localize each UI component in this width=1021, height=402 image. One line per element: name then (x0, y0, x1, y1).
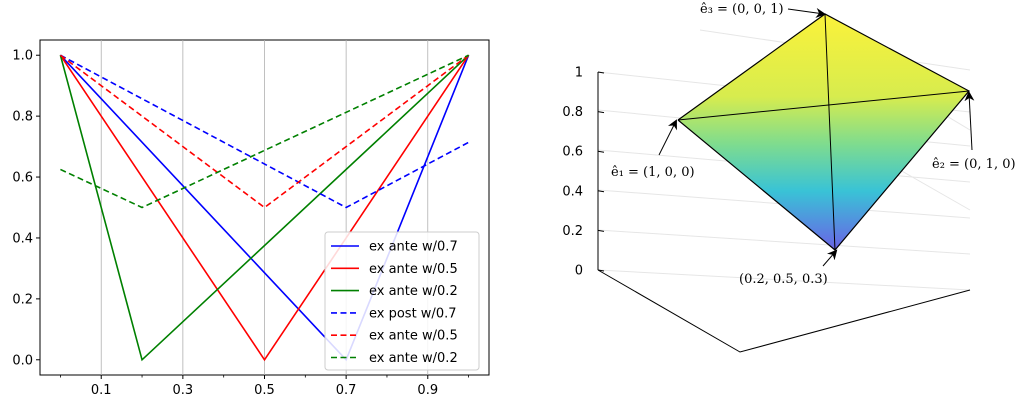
legend-label-2: ex ante w/0.5 (369, 262, 458, 277)
z-tick-mark (597, 71, 605, 74)
surface-diagonal-1 (824, 13, 836, 251)
x-tick-label: 0.9 (417, 383, 438, 398)
z-tick-label: 0.6 (562, 145, 583, 160)
x-tick-label: 0.3 (173, 383, 194, 398)
y-tick-label: 0.6 (12, 171, 33, 186)
label-e3: ê₃ = (0, 0, 1) (700, 2, 784, 17)
series-line-2 (59, 54, 470, 362)
z-tick-mark (597, 229, 605, 232)
surface-3d-chart: 0 0.2 0.4 0.6 0.8 1 ê₃ = (0, 0, 1) ê₁ = (1, 0… (562, 2, 1016, 353)
series-line-4 (60, 54, 469, 209)
simplex-surface (677, 13, 970, 251)
legend-label-3: ex ante w/0.2 (369, 284, 458, 299)
surface-face-right (825, 14, 969, 250)
legend-box (324, 231, 480, 371)
arrow-e3 (787, 7, 826, 18)
x-tick-label: 0.1 (91, 383, 112, 398)
annotations: ê₃ = (0, 0, 1) ê₁ = (1, 0, 0) ê₂ = (0, 1… (611, 2, 1016, 287)
y-tick-label: 0.2 (12, 292, 33, 307)
x-axis: 0.1 0.3 0.5 0.7 0.9 (60, 375, 469, 398)
y-tick-label: 0.0 (12, 353, 33, 368)
z-axis: 0 0.2 0.4 0.6 0.8 1 (562, 66, 605, 279)
series-line-3 (59, 54, 470, 362)
z-tick-label: 0 (575, 264, 583, 279)
z-tick-label: 0.2 (562, 224, 583, 239)
legend-label-1: ex ante w/0.7 (369, 240, 458, 255)
z-tick-mark (597, 111, 605, 114)
legend-label-6: ex ante w/0.2 (369, 351, 458, 366)
line-chart: 0.1 0.3 0.5 0.7 0.9 0.0 0.2 0.4 0.6 0.8 1.0 ex an… (12, 39, 490, 398)
arrow-point (822, 249, 838, 267)
series-line-6 (60, 54, 469, 209)
legend: ex ante w/0.7 ex ante w/0.5 ex ante w/0.2 e… (324, 231, 480, 371)
y-axis: 0.0 0.2 0.4 0.6 0.8 1.0 (12, 49, 40, 368)
x-tick-label: 0.7 (336, 383, 357, 398)
surface-face-left (678, 14, 835, 250)
arrow-e2 (964, 91, 975, 151)
y-tick-label: 0.4 (12, 231, 33, 246)
y-tick-label: 0.8 (12, 110, 33, 125)
label-e2: ê₂ = (0, 1, 0) (932, 157, 1016, 172)
legend-label-4: ex post w/0.7 (369, 306, 457, 321)
z-tick-mark (597, 190, 605, 193)
label-e1: ê₁ = (1, 0, 0) (611, 165, 695, 180)
z-tick-label: 1 (575, 66, 583, 81)
z-tick-label: 0.4 (562, 184, 583, 199)
x-tick-label: 0.5 (254, 383, 275, 398)
surface-diagonal-2 (677, 90, 970, 121)
y-tick-label: 1.0 (12, 49, 33, 64)
label-point: (0.2, 0.5, 0.3) (739, 272, 828, 287)
arrow-e1 (658, 119, 677, 156)
z-tick-mark (597, 269, 605, 272)
legend-label-5: ex ante w/0.5 (369, 329, 458, 344)
base-axes (597, 72, 971, 353)
z-tick-label: 0.8 (562, 105, 583, 120)
z-tick-mark (597, 150, 605, 153)
